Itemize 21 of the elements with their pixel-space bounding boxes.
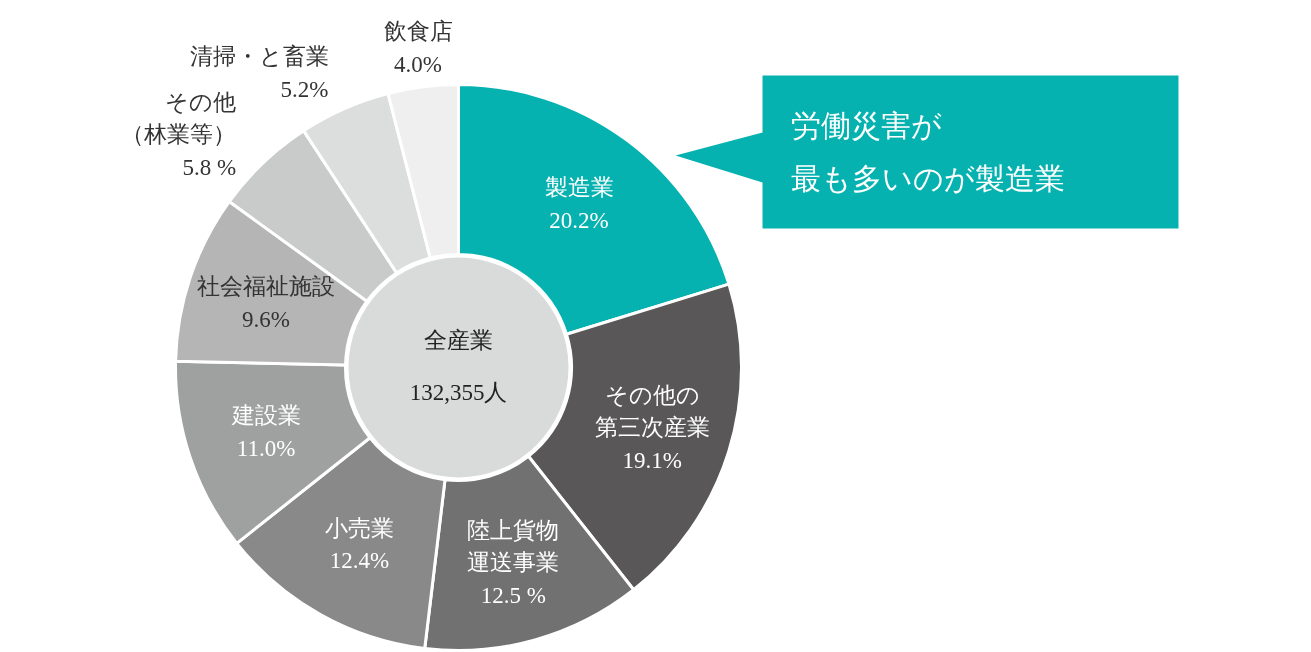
slice-label: 社会福祉施設	[197, 274, 336, 300]
slice-label: 小売業	[324, 515, 394, 541]
data-label: 5.2%	[280, 76, 329, 102]
slice-label: 陸上貨物運送事業	[467, 517, 560, 576]
data-label: 9.6%	[242, 306, 291, 332]
slice-label: 製造業	[544, 175, 614, 201]
data-label: 11.0%	[236, 435, 296, 461]
text: 全産業	[424, 328, 493, 353]
slice-label: その他（林業等）	[121, 89, 237, 147]
data-label: 12.5 %	[480, 582, 546, 608]
text: 労働災害が最も多いのが製造業	[790, 109, 1065, 195]
slice-label: 清掃・と畜業	[189, 44, 329, 70]
text: 132,355人	[409, 380, 508, 405]
data-label: 5.8 %	[182, 154, 237, 180]
data-label: 20.2%	[549, 207, 609, 233]
slice-label: 建設業	[230, 403, 301, 429]
data-label: 4.0%	[394, 51, 443, 77]
slice-label: その他の第三次産業	[594, 382, 710, 441]
data-label: 12.4%	[329, 548, 390, 574]
slice-label: 飲食店	[383, 19, 453, 45]
data-label: 19.1%	[622, 447, 683, 473]
